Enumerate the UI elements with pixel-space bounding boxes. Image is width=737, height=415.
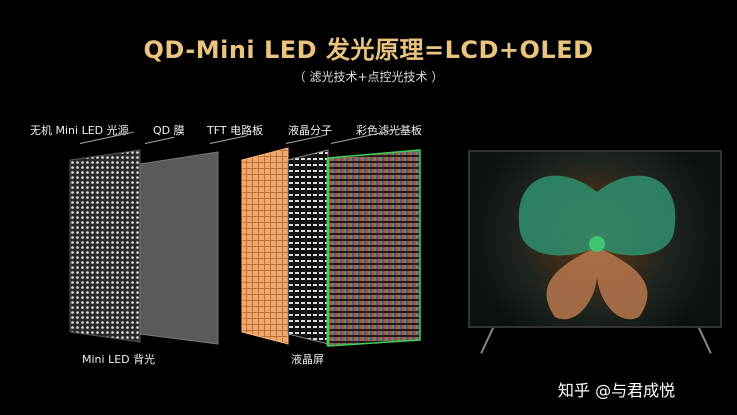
tv-display	[468, 150, 722, 328]
label-backlight: Mini LED 背光	[82, 353, 156, 366]
butterfly-art-icon	[518, 175, 676, 320]
mini-led-panel	[69, 149, 141, 343]
page-title: QD-Mini LED 发光原理=LCD+OLED	[143, 36, 594, 64]
label-qd-film: QD 膜	[153, 124, 185, 137]
label-lcd-screen: 液晶屏	[291, 353, 324, 366]
qd-film-panel	[139, 151, 219, 345]
label-tft-board: TFT 电路板	[207, 124, 264, 137]
watermark: 知乎 @与君成悦	[558, 381, 676, 400]
tft-board-panel	[241, 147, 289, 345]
liquid-crystal-panel	[287, 149, 329, 345]
color-filter-panel	[327, 149, 421, 347]
page-subtitle: （ 滤光技术+点控光技术 ）	[293, 70, 444, 84]
label-liquid-crystal: 液晶分子	[288, 124, 332, 137]
label-mini-led-source: 无机 Mini LED 光源	[30, 124, 129, 137]
